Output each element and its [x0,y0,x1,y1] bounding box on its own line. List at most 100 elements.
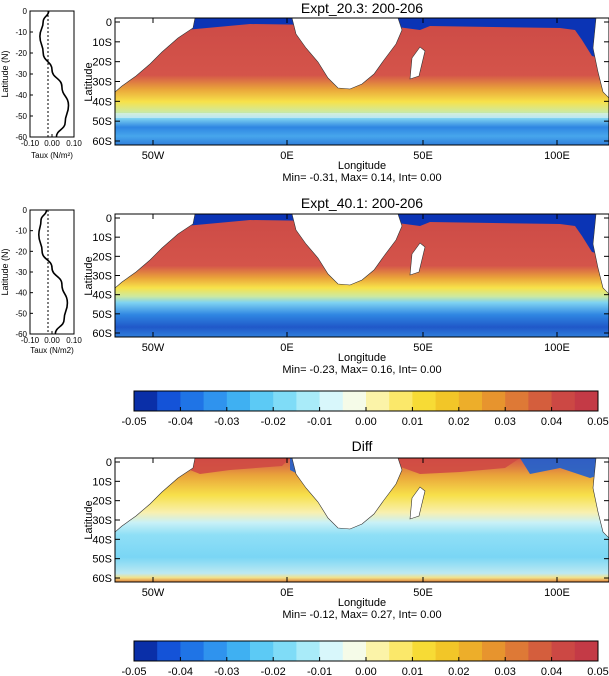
map-xlabel: Longitude [338,597,386,609]
colorbar-swatch [528,391,552,411]
colorbar-label: 0.02 [448,666,469,676]
profile-ytick-label: -50 [15,309,27,318]
colorbar-swatch [296,641,320,661]
colorbar-label: 0.05 [587,666,608,676]
map-xtick-label: 100E [544,587,570,599]
map-ytick-label: 20S [92,57,112,69]
colorbar-label: -0.02 [261,416,286,428]
colorbar-swatch [551,641,576,661]
map-xlabel: Longitude [338,160,386,172]
profile-ytick-label: -10 [15,28,27,37]
map-ytick-label: 0 [106,457,112,469]
australia [592,214,609,295]
colorbar-swatch [134,391,158,411]
colorbar-swatch [482,391,506,411]
map-ytick-label: 40S [92,290,112,302]
map-xtick-label: 50W [142,587,165,599]
colorbar-label: -0.01 [307,666,332,676]
profile-xlabel: Taux (N/m2) [30,346,74,355]
map-ytick-label: 50S [92,554,112,566]
map-panel-1: Expt_20.3: 200-206 0 10S 20S 30S 40S 50S 60S 5… [83,0,609,184]
profile-xtick-label: 0.00 [44,139,60,148]
colorbar-label: -0.03 [214,666,239,676]
colorbar-swatch [157,391,181,411]
madagascar [409,242,426,276]
map-ytick-label: 50S [92,116,112,128]
colorbar-swatch [157,641,181,661]
colorbar-swatch [435,391,460,411]
south-america [115,18,196,93]
profile-line [39,10,70,138]
colorbar-swatch [366,391,390,411]
colorbar-label: 0.01 [402,416,423,428]
map-xtick-label: 100E [544,342,570,354]
profile-frame [29,10,75,138]
colorbar-swatch [180,391,204,411]
map-xtick-label: 0E [280,342,293,354]
colorbar-swatch [319,391,344,411]
profile-xtick-label: 0.10 [66,139,82,148]
map-xtick-label: 50E [413,342,433,354]
colorbar-label: -0.04 [168,416,193,428]
colorbar-swatch [412,391,436,411]
map-ylabel: Latitude [83,500,95,539]
profile-xtick-label: -0.10 [21,139,40,148]
colorbar-swatch [458,391,483,411]
profile-xlabel: Taux (N/m²) [31,151,73,160]
wind-profile-1: 0 -10 -20 -30 -40 -50 -60 -0.10 0.00 0.10 Taux (… [0,7,82,160]
north-east-red [398,458,520,474]
colorbar-swatch [505,641,529,661]
colorbar-swatch [226,641,251,661]
colorbar-swatch [389,391,413,411]
colorbar-swatch [134,641,158,661]
colorbar-2: -0.05 -0.04 -0.03 -0.02 -0.01 0.00 0.01 0.02 0.0… [121,640,609,676]
colorbar-label: 0.03 [494,416,515,428]
colorbar-swatch [342,391,367,411]
map-title: Expt_40.1: 200-206 [301,195,423,211]
colorbar-swatch [505,391,529,411]
map-panel-2: Expt_40.1: 200-206 0 10S 20S 30S 40S 50S 60S 5… [83,195,609,376]
map-title: Diff [352,438,373,454]
map-ytick-label: 40S [92,96,112,108]
colorbar-label: 0.04 [541,666,562,676]
colorbar-swatch [226,391,251,411]
australia [592,18,609,99]
map-panel-3: Diff 0 10S 20S 30S 40S 50S 60S 50W 0E 50E 100E Lo… [83,438,609,621]
profile-line [37,209,69,335]
colorbar-swatch [389,641,413,661]
map-xtick-label: 50W [142,150,165,162]
colorbar-swatch [250,641,274,661]
map-ytick-label: 0 [106,17,112,29]
colorbar-label: 0.01 [402,666,423,676]
map-ytick-label: 30S [92,77,112,89]
colorbar-label: -0.03 [214,416,239,428]
profile-ylabel: Latitude (N) [0,50,10,97]
map-stats: Min= -0.23, Max= 0.16, Int= 0.00 [282,364,441,376]
map-ytick-label: 60S [92,573,112,585]
australia [592,458,609,539]
colorbar-label: 0.05 [587,416,608,428]
profile-ytick-label: -40 [15,289,27,298]
colorbar-label: -0.04 [168,666,193,676]
colorbar-swatch [551,391,576,411]
profile-xtick-label: 0.00 [44,336,60,345]
colorbar-swatch [574,391,599,411]
map-ytick-label: 60S [92,328,112,340]
colorbar-swatch [180,641,204,661]
colorbar-swatch [342,641,367,661]
colorbar-swatch [435,641,460,661]
colorbar-swatch [574,641,599,661]
colorbar-swatch [273,641,297,661]
map-ytick-label: 10S [92,37,112,49]
map-xtick-label: 100E [544,150,570,162]
map-xtick-label: 0E [280,587,293,599]
colorbar-swatch [273,391,297,411]
profile-xtick-label: 0.10 [66,336,82,345]
profile-ytick-label: -10 [15,227,27,236]
colorbar-swatch [458,641,483,661]
colorbar-1: -0.05 -0.04 -0.03 -0.02 -0.01 0.00 0.01 0.02 0.0… [121,390,609,428]
map-stats: Min= -0.31, Max= 0.14, Int= 0.00 [282,172,441,184]
colorbar-label: 0.00 [355,666,376,676]
map-ytick-label: 50S [92,309,112,321]
map-ylabel: Latitude [83,62,95,101]
